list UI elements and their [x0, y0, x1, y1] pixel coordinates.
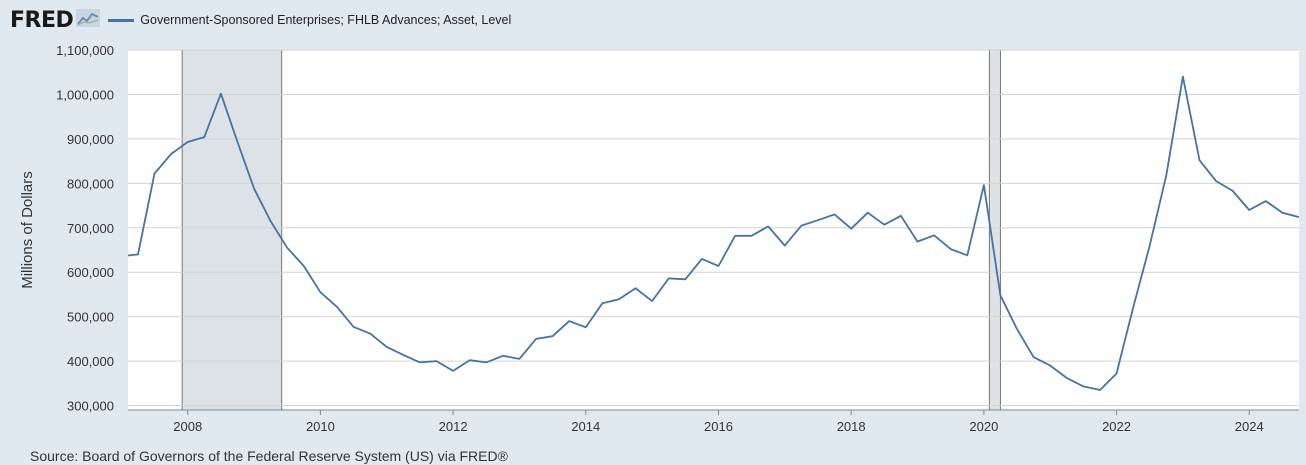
legend-swatch — [108, 18, 135, 22]
x-tick-label: 2016 — [704, 419, 733, 434]
chart-header: FRED Government-Sponsored Enterprises; F… — [10, 6, 511, 34]
source-note: Source: Board of Governors of the Federa… — [30, 448, 508, 464]
plot-background — [128, 50, 1299, 410]
series-line[interactable] — [121, 75, 1299, 391]
recession-shading — [181, 50, 1001, 410]
y-tick-label: 900,000 — [67, 132, 114, 147]
y-axis-label: Millions of Dollars — [19, 171, 36, 289]
line-chart-icon — [76, 8, 101, 32]
recession-band — [182, 50, 282, 410]
recession-band — [989, 50, 1001, 410]
x-tick-label: 2018 — [837, 419, 866, 434]
y-tick-label: 800,000 — [67, 176, 114, 191]
x-tick-label: 2024 — [1235, 419, 1264, 434]
fred-logo[interactable]: FRED — [10, 7, 74, 33]
x-tick-label: 2012 — [439, 419, 468, 434]
x-tick-label: 2014 — [571, 419, 600, 434]
gridlines — [128, 49, 1299, 407]
y-tick-label: 300,000 — [67, 399, 114, 414]
y-tick-label: 600,000 — [67, 265, 114, 280]
x-tick-label: 2022 — [1102, 419, 1131, 434]
y-tick-label: 500,000 — [67, 310, 114, 325]
x-tick-label: 2010 — [306, 419, 335, 434]
y-tick-label: 700,000 — [67, 221, 114, 236]
y-tick-label: 1,000,000 — [56, 87, 114, 102]
y-tick-label: 400,000 — [67, 354, 114, 369]
x-tick-label: 2020 — [969, 419, 998, 434]
y-tick-label: 1,100,000 — [56, 43, 114, 58]
series-layer — [121, 75, 1299, 391]
legend-label[interactable]: Government-Sponsored Enterprises; FHLB A… — [140, 13, 512, 27]
axes: 300,000 400,000 500,000 600,000 700,000 800,0… — [56, 43, 1299, 434]
x-tick-label: 2008 — [173, 419, 202, 434]
